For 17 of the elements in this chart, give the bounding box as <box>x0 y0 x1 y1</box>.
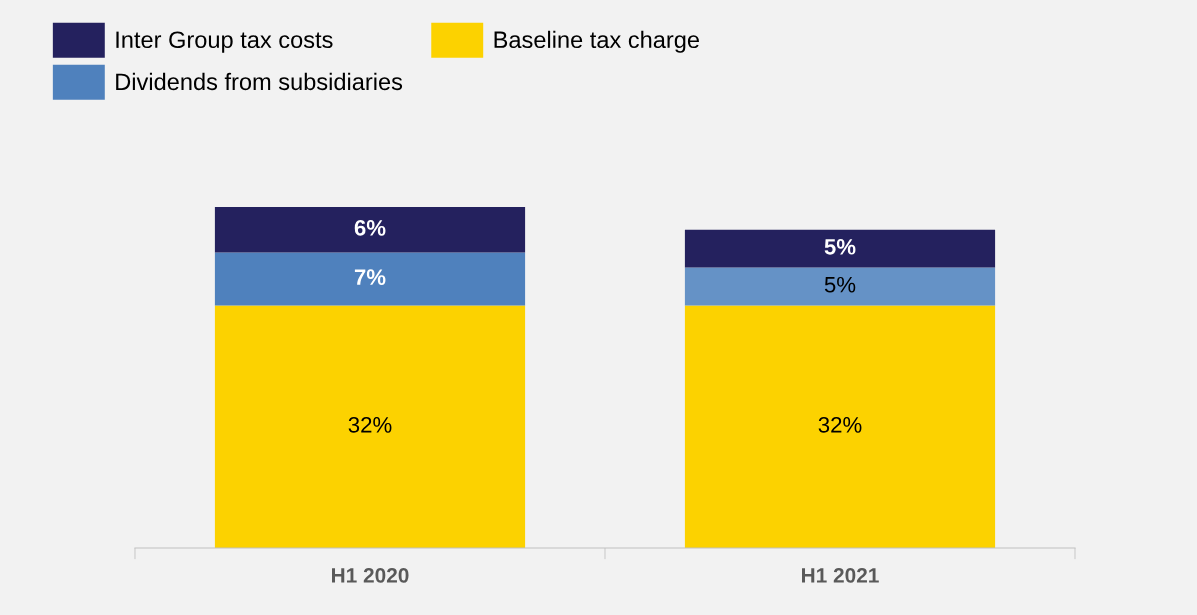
bar <box>214 305 526 548</box>
data-label: 7% <box>354 269 386 285</box>
data-label: 6% <box>354 219 386 236</box>
bar <box>684 267 996 306</box>
bar <box>214 207 526 253</box>
x-tick-label: H1 2020 <box>332 567 409 583</box>
bar <box>684 305 996 548</box>
legend-label: Inter Group tax costs <box>116 31 333 53</box>
bar <box>214 252 526 306</box>
data-label: 32% <box>348 416 392 433</box>
data-label: 5% <box>824 238 856 255</box>
data-label: 32% <box>818 416 862 433</box>
x-tick-label: H1 2021 <box>802 567 879 583</box>
legend-label: Baseline tax charge <box>494 30 699 53</box>
data-label: 5% <box>824 276 856 293</box>
legend-label: Dividends from subsidiaries <box>116 72 403 91</box>
bar <box>684 229 996 268</box>
